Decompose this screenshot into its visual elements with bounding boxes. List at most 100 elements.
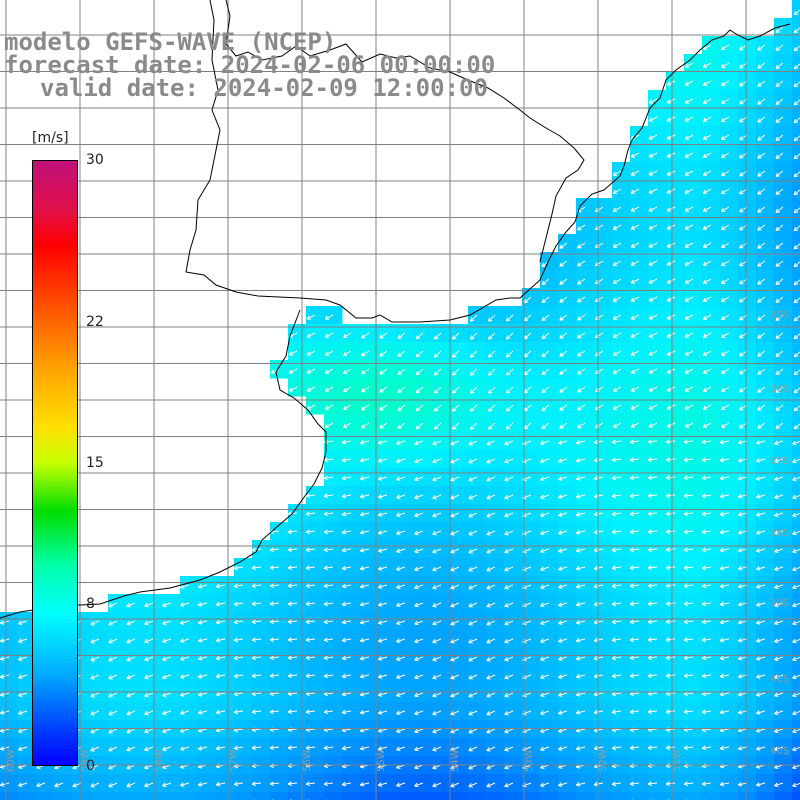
- wind-arrow: [251, 709, 262, 715]
- wind-arrow: [701, 439, 712, 445]
- wind-cell: [702, 396, 721, 415]
- wind-cell: [594, 594, 613, 613]
- wind-arrow: [251, 547, 262, 553]
- wind-cell: [612, 486, 631, 505]
- wind-arrow: [360, 332, 370, 339]
- wind-arrow: [630, 188, 640, 194]
- wind-arrow: [215, 745, 226, 751]
- wind-cell: [612, 450, 631, 469]
- wind-arrow: [233, 601, 244, 607]
- wind-cell: [720, 72, 739, 91]
- wind-cell: [648, 360, 667, 379]
- wind-arrow: [665, 439, 676, 444]
- wind-cell: [576, 486, 595, 505]
- wind-arrow: [359, 457, 370, 463]
- wind-arrow: [432, 692, 442, 698]
- wind-arrow: [702, 386, 712, 392]
- wind-cell: [252, 540, 271, 559]
- wind-arrow: [450, 620, 460, 626]
- wind-arrow: [684, 314, 694, 320]
- wind-arrow: [683, 673, 694, 679]
- wind-arrow: [683, 547, 694, 553]
- wind-arrow: [305, 619, 316, 625]
- wind-cell: [684, 414, 703, 433]
- wind-arrows: [0, 9, 800, 800]
- wind-cell: [144, 702, 163, 721]
- wind-cell: [234, 594, 253, 613]
- wind-arrow: [720, 224, 730, 231]
- wind-arrow: [774, 494, 784, 499]
- wind-cell: [720, 360, 739, 379]
- wind-cell: [540, 558, 559, 577]
- wind-arrow: [666, 386, 676, 392]
- wind-arrow: [557, 710, 568, 715]
- wind-cell: [612, 342, 631, 361]
- wind-arrow: [647, 529, 658, 534]
- wind-cell: [342, 468, 361, 487]
- wind-cell: [684, 450, 703, 469]
- wind-cell: [234, 684, 253, 703]
- wind-arrow: [396, 656, 406, 661]
- wind-cell: [558, 270, 577, 289]
- wind-cell: [324, 630, 343, 649]
- wind-cell: [792, 666, 800, 685]
- wind-arrow: [757, 422, 766, 429]
- wind-arrow: [323, 583, 334, 589]
- wind-cell: [594, 198, 613, 217]
- wind-cell: [720, 342, 739, 361]
- wind-cell: [684, 702, 703, 721]
- wind-arrow: [629, 745, 640, 751]
- wind-cell: [558, 396, 577, 415]
- wind-cell: [684, 684, 703, 703]
- wind-arrow: [665, 583, 676, 588]
- wind-cell: [612, 432, 631, 451]
- wind-arrow: [215, 601, 226, 607]
- wind-arrow: [557, 476, 568, 481]
- wind-cell: [0, 684, 19, 703]
- wind-arrow: [684, 62, 694, 68]
- wind-cell: [414, 576, 433, 595]
- wind-cell: [792, 468, 800, 487]
- wind-arrow: [611, 673, 622, 679]
- lon-label: 54W: [450, 749, 461, 772]
- wind-arrow: [683, 619, 694, 625]
- wind-cell: [666, 486, 685, 505]
- wind-arrow: [666, 206, 676, 212]
- wind-arrow: [755, 620, 766, 625]
- wind-cell: [684, 432, 703, 451]
- wind-cell: [522, 504, 541, 523]
- wind-cell: [756, 126, 775, 145]
- forecast-date: forecast date: 2024-02-06 00:00:00: [4, 51, 496, 79]
- wind-cell: [180, 612, 199, 631]
- wind-arrow: [504, 674, 514, 680]
- wind-cell: [342, 684, 361, 703]
- wind-cell: [234, 576, 253, 595]
- wind-arrow: [414, 728, 424, 734]
- wind-arrow: [665, 511, 676, 516]
- wind-cell: [342, 774, 361, 793]
- wind-arrow: [611, 439, 622, 445]
- wind-cell: [414, 450, 433, 469]
- wind-arrow: [719, 439, 730, 445]
- wind-cell: [468, 396, 487, 415]
- wind-cell: [684, 468, 703, 487]
- wind-cell: [720, 540, 739, 559]
- wind-arrow: [720, 260, 730, 267]
- lon-label: 60W: [6, 749, 17, 772]
- wind-arrow: [611, 709, 622, 715]
- wind-arrow: [162, 638, 172, 644]
- wind-cell: [702, 630, 721, 649]
- wind-cell: [540, 774, 559, 793]
- wind-arrow: [414, 458, 424, 464]
- wind-arrow: [701, 511, 712, 517]
- wind-cell: [18, 666, 37, 685]
- wind-arrow: [144, 656, 154, 662]
- wind-arrow: [665, 637, 676, 642]
- wind-cell: [738, 234, 757, 253]
- wind-cell: [756, 666, 775, 685]
- wind-cell: [684, 396, 703, 415]
- wind-cell: [414, 630, 433, 649]
- wind-arrow: [666, 260, 676, 266]
- wind-arrow: [541, 278, 550, 286]
- wind-arrow: [757, 62, 766, 69]
